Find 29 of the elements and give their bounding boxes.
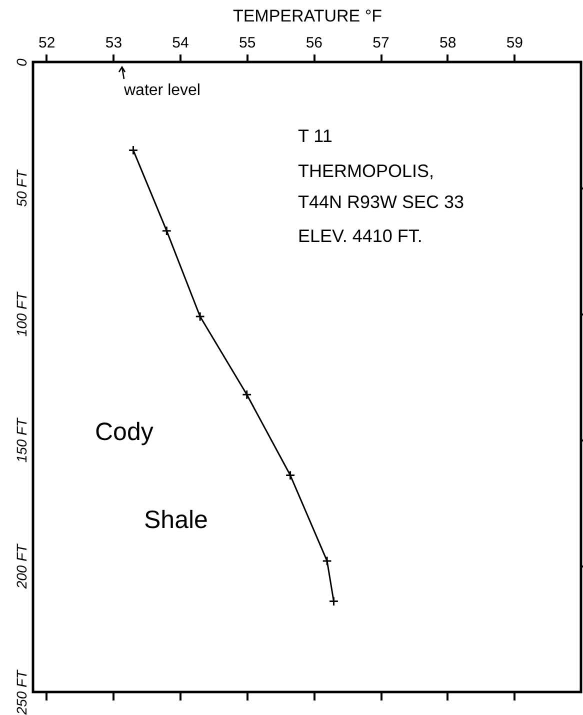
annotation: T44N R93W SEC 33 <box>298 192 464 212</box>
y-tick-label: 200 FT <box>14 542 30 590</box>
x-tick-label: 56 <box>306 34 323 52</box>
annotation: Shale <box>144 506 208 534</box>
point <box>322 556 332 566</box>
x-tick-label: 54 <box>172 34 189 52</box>
point <box>128 145 138 156</box>
x-tick-label: 52 <box>38 34 56 52</box>
x-tick-label: 55 <box>239 34 256 52</box>
y-tick-label: 100 FT <box>14 290 30 337</box>
annotation: T 11 <box>298 126 332 146</box>
x-tick-label: 58 <box>440 34 456 52</box>
annotation: water level <box>123 82 200 99</box>
x-axis-title: TEMPERATURE °F <box>232 6 382 26</box>
point <box>195 312 206 322</box>
x-tick-label: 53 <box>105 34 122 52</box>
point <box>242 390 252 400</box>
y-tick-label: 150 FT <box>14 416 30 463</box>
annotation: THERMOPOLIS, <box>298 161 434 181</box>
annotation: ELEV. 4410 FT. <box>298 226 422 246</box>
y-tick-label: 250 FT <box>14 668 30 715</box>
x-tick-label: 59 <box>506 34 524 52</box>
y-tick-label: 50 FT <box>14 168 30 207</box>
annotation: Cody <box>95 418 154 446</box>
point <box>162 226 172 236</box>
x-tick-label: 57 <box>372 34 390 52</box>
y-tick-label: 0 <box>14 58 30 66</box>
point <box>285 470 296 480</box>
point <box>328 596 339 606</box>
